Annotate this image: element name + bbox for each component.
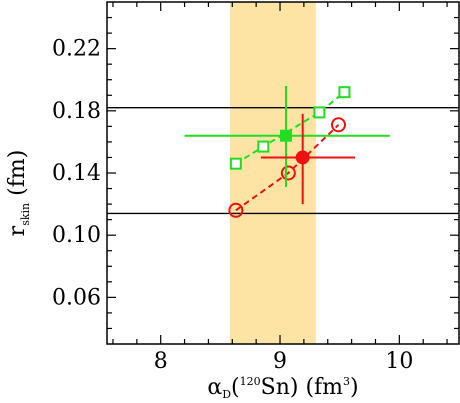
data-point-open-circle bbox=[228, 202, 244, 218]
x-tick-label: 8 bbox=[154, 349, 168, 374]
series-filled-square bbox=[184, 85, 390, 187]
series-open-circle bbox=[228, 117, 346, 218]
x-tick-label: 10 bbox=[385, 349, 413, 374]
x-label-alpha-subscript: D bbox=[222, 388, 231, 401]
y-axis-label: rskin (fm) bbox=[5, 150, 32, 237]
data-point-open-circle bbox=[280, 165, 296, 181]
plot-area bbox=[107, 2, 459, 344]
data-point-open-square bbox=[313, 106, 326, 119]
data-point-open-square bbox=[257, 140, 270, 153]
x-axis-label: αD(120Sn) (fm3) bbox=[207, 375, 358, 401]
x-label-mass-number: 120 bbox=[240, 375, 261, 388]
x-label-alpha: α bbox=[207, 375, 222, 400]
y-label-r: r bbox=[5, 225, 30, 236]
x-label-power: 3 bbox=[343, 375, 350, 388]
series-open-square bbox=[229, 86, 351, 170]
series-line-1 bbox=[235, 124, 340, 212]
data-point-open-square bbox=[338, 86, 351, 99]
y-label-subscript: skin bbox=[19, 203, 32, 226]
y-tick-label: 0.18 bbox=[52, 99, 101, 124]
shaded-band bbox=[229, 2, 316, 344]
y-tick-label: 0.06 bbox=[52, 285, 101, 310]
data-point-filled-circle bbox=[295, 150, 310, 165]
y-tick-label: 0.14 bbox=[52, 161, 101, 186]
y-tick-label: 0.10 bbox=[52, 223, 101, 248]
data-point-filled-square bbox=[279, 129, 292, 142]
series-line-0 bbox=[235, 91, 346, 165]
x-label-close: ) bbox=[350, 375, 359, 400]
x-label-element: Sn) (fm bbox=[261, 375, 344, 400]
data-point-open-circle bbox=[330, 117, 346, 133]
y-tick-label: 0.22 bbox=[52, 37, 101, 62]
series-filled-circle bbox=[260, 113, 356, 205]
data-point-open-square bbox=[229, 157, 242, 170]
x-label-open: ( bbox=[231, 375, 240, 400]
axes: 8 9 10 0.06 0.10 0.14 0.18 0.22 bbox=[52, 1, 460, 374]
axis-labels: αD(120Sn) (fm3) rskin (fm) bbox=[5, 150, 359, 401]
y-label-unit: (fm) bbox=[5, 150, 30, 203]
x-tick-label: 9 bbox=[273, 349, 287, 374]
